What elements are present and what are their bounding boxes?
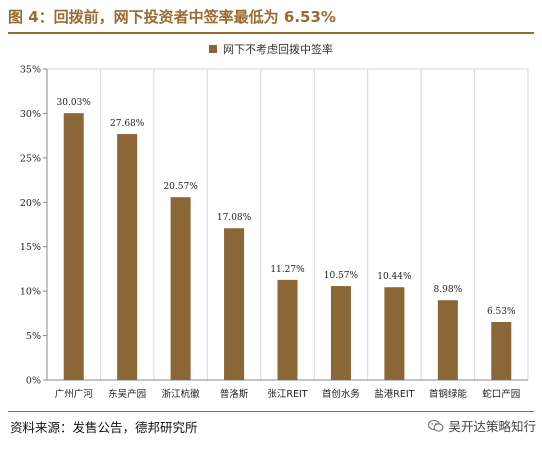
data-label: 11.27%	[270, 265, 305, 275]
category-label: 张江REIT	[267, 389, 307, 400]
bar	[437, 300, 458, 380]
legend-swatch	[209, 45, 217, 53]
category-label: 普洛斯	[220, 388, 249, 400]
bar	[384, 287, 405, 380]
y-tick-label: 10%	[20, 287, 41, 298]
y-tick-label: 15%	[20, 242, 41, 253]
bar-chart: 0% 5% 10% 15% 20% 25% 30% 35% 30.03% 广州广河 27.68% 东吴…	[20, 65, 529, 400]
data-label: 10.44%	[377, 272, 412, 282]
wechat-icon	[428, 419, 444, 432]
y-tick-label: 30%	[20, 109, 41, 120]
chart-legend: 网下不考虑回拨中签率	[0, 41, 542, 57]
y-tick-label: 0%	[26, 376, 41, 387]
data-label: 27.68%	[110, 119, 145, 129]
category-label: 蛇口产园	[482, 388, 520, 400]
y-tick-label: 35%	[20, 65, 41, 76]
data-label: 20.57%	[163, 182, 198, 192]
source-note: 资料来源：发售公告，德邦研究所	[10, 420, 198, 435]
bar	[277, 279, 298, 380]
bar	[63, 113, 84, 381]
category-label: 首创水务	[322, 388, 361, 400]
category-label: 东吴产园	[108, 388, 146, 400]
legend-label: 网下不考虑回拨中签率	[223, 43, 333, 56]
category-label: 盐港REIT	[374, 388, 414, 400]
bar	[224, 228, 245, 380]
bar	[117, 134, 138, 380]
figure-title: 图 4：回拨前，网下投资者中签率最低为 6.53%	[8, 8, 336, 26]
data-label: 17.08%	[217, 213, 252, 223]
category-label: 广州广河	[55, 388, 94, 400]
category-label: 浙江杭徽	[162, 388, 201, 400]
bar	[170, 197, 191, 380]
data-label: 6.53%	[487, 307, 516, 317]
y-tick-label: 25%	[20, 153, 41, 164]
bar	[491, 321, 512, 380]
y-tick-label: 20%	[20, 198, 41, 209]
data-label: 30.03%	[57, 98, 92, 108]
watermark-text: 吴开达策略知行	[448, 419, 536, 434]
title-rule	[8, 32, 534, 34]
category-label: 首钢绿能	[429, 388, 468, 400]
y-tick-label: 5%	[26, 331, 41, 342]
data-label: 8.98%	[434, 285, 463, 295]
footer-rule	[8, 411, 534, 412]
bar	[330, 286, 351, 380]
watermark: 吴开达策略知行	[428, 416, 536, 435]
data-label: 10.57%	[324, 271, 359, 281]
